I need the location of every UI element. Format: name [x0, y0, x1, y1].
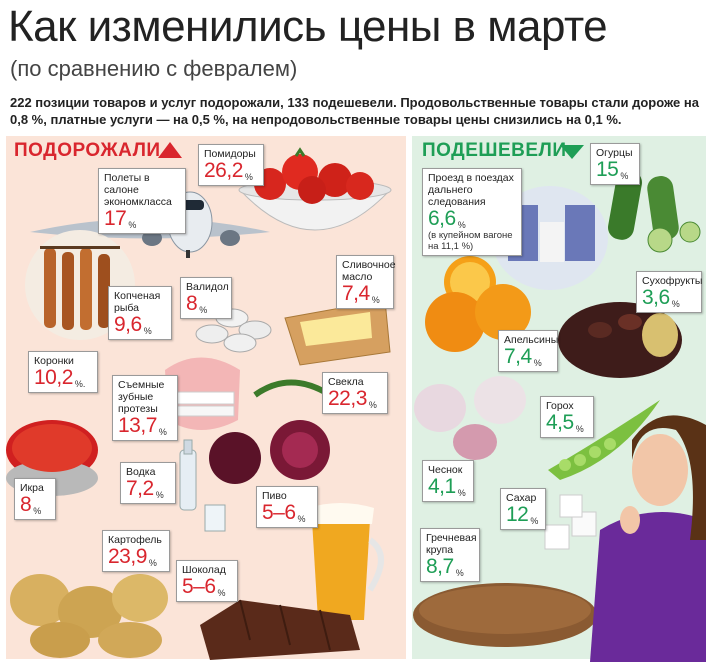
- vodka-image: [179, 439, 226, 532]
- caviar-image: [6, 420, 98, 496]
- cucumbers-image: [608, 170, 701, 253]
- card-beer: Пиво 5–6%: [256, 486, 318, 528]
- card-potatoes: Картофель 23,9%: [102, 530, 170, 572]
- card-peas: Горох 4,5%: [540, 396, 594, 438]
- card-dentures: Съемные зубные протезы 13,7%: [112, 375, 178, 441]
- card-dried-fruit: Сухофрукты 3,6%: [636, 271, 702, 313]
- card-sugar: Сахар 12%: [500, 488, 546, 530]
- oranges-image: [425, 256, 531, 352]
- card-train: Проезд в поездах дальнего следования 6,6…: [422, 168, 522, 256]
- peas-image: [548, 400, 660, 480]
- tomato-bowl-image: [238, 147, 392, 231]
- card-butter: Сливочное масло 7,4%: [336, 255, 396, 309]
- card-beet: Свекла 22,3%: [322, 372, 388, 414]
- garlic-image: [414, 376, 526, 460]
- card-caviar: Икра 8%: [14, 478, 56, 520]
- card-crowns: Коронки 10,2%.: [28, 351, 98, 393]
- page-subtitle: (по сравнению с февралем): [10, 56, 298, 81]
- card-flights: Полеты в салоне экономкласса 17%: [98, 168, 186, 234]
- sugar-image: [544, 494, 597, 550]
- card-garlic: Чеснок 4,1%: [422, 460, 474, 502]
- card-buckwheat: Гречневая крупа 8,7%: [420, 528, 480, 582]
- arrow-up-icon: [158, 142, 182, 158]
- arrow-down-icon: [560, 145, 584, 159]
- dentures-image: [165, 357, 240, 430]
- page-title: Как изменились цены в марте: [8, 2, 608, 51]
- price-up-heading: ПОДОРОЖАЛИ: [14, 140, 161, 161]
- price-down-heading: ПОДЕШЕВЕЛИ: [422, 140, 567, 161]
- potatoes-image: [10, 574, 168, 658]
- card-vodka: Водка 7,2%: [120, 462, 176, 504]
- card-cucumbers: Огурцы 15%: [590, 143, 640, 185]
- card-validol: Валидол 8%: [180, 277, 232, 319]
- card-oranges: Апельсины 7,4%: [498, 330, 558, 372]
- beer-image: [308, 503, 384, 620]
- lead-text: 222 позиции товаров и услуг подорожали, …: [10, 95, 699, 127]
- card-smoked-fish: Копченая рыба 9,6%: [108, 286, 172, 340]
- woman-image: [590, 415, 706, 662]
- dried-fruit-image: [558, 302, 682, 378]
- card-chocolate: Шоколад 5–6%: [176, 560, 238, 602]
- smoked-fish-image: [25, 230, 135, 340]
- butter-bread-image: [284, 299, 391, 366]
- buckwheat-image: [413, 583, 597, 647]
- card-tomatoes: Помидоры 26,2%: [198, 144, 264, 186]
- chocolate-image: [200, 599, 360, 660]
